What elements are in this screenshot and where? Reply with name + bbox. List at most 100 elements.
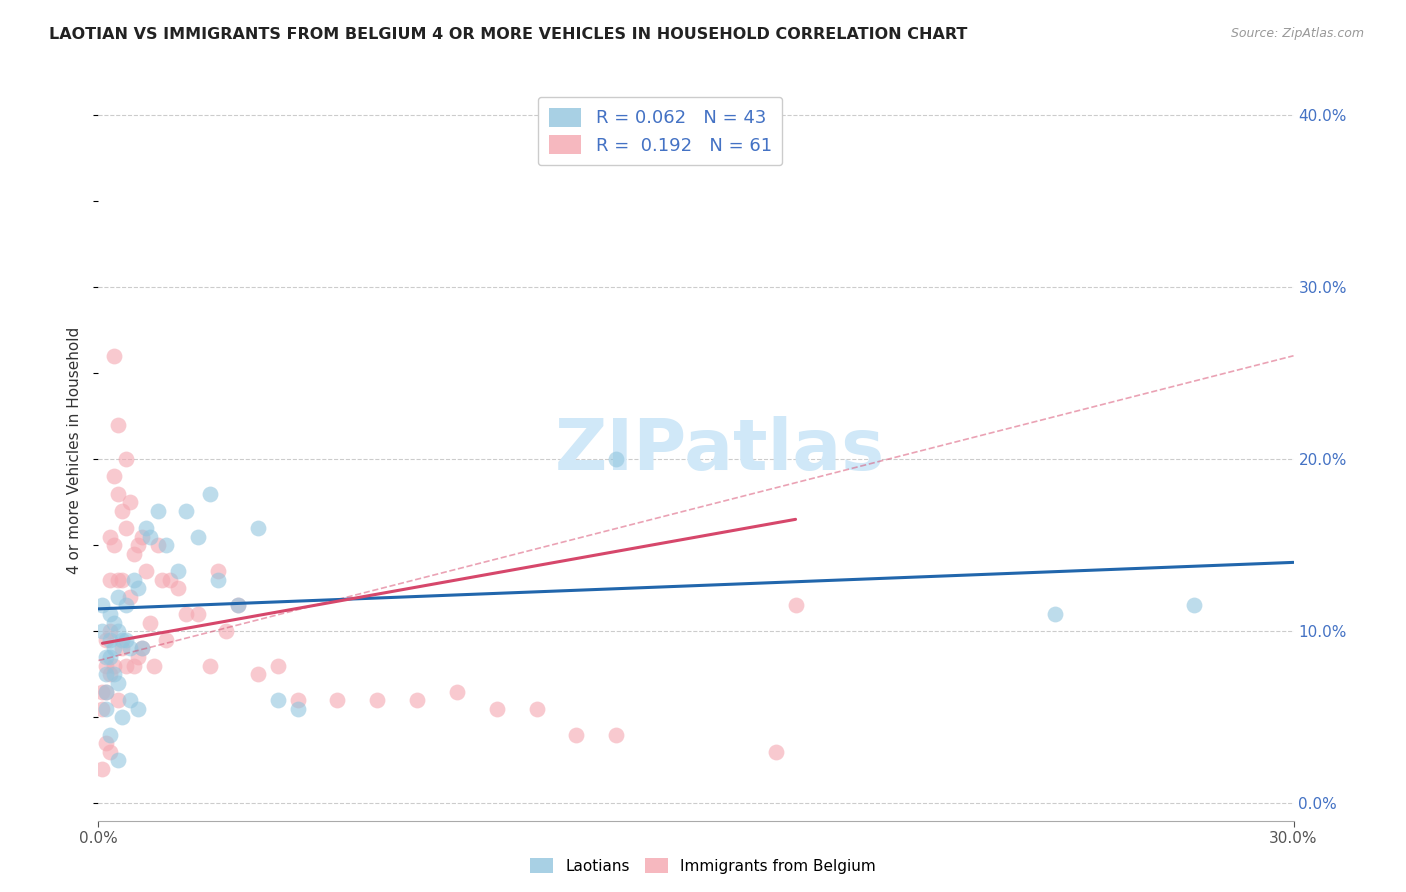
Point: [174, 607, 197, 621]
Point: [326, 693, 349, 707]
Point: [605, 727, 627, 741]
Legend: Laotians, Immigrants from Belgium: Laotians, Immigrants from Belgium: [524, 852, 882, 880]
Point: [115, 632, 138, 647]
Point: [115, 521, 138, 535]
Point: [107, 753, 129, 767]
Point: [98, 650, 122, 665]
Point: [565, 727, 588, 741]
Point: [155, 632, 177, 647]
Point: [111, 641, 134, 656]
Point: [167, 581, 190, 595]
Point: [107, 417, 129, 432]
Point: [785, 599, 807, 613]
Point: [485, 702, 508, 716]
Point: [98, 624, 122, 639]
Point: [246, 667, 269, 681]
Point: [148, 504, 170, 518]
Point: [131, 641, 153, 656]
Point: [226, 599, 249, 613]
Point: [135, 521, 157, 535]
Point: [120, 693, 142, 707]
Point: [765, 745, 787, 759]
Point: [98, 727, 122, 741]
Point: [287, 702, 309, 716]
Point: [96, 667, 118, 681]
Point: [207, 564, 229, 578]
Point: [96, 658, 118, 673]
Point: [96, 736, 118, 750]
Point: [107, 693, 129, 707]
Point: [131, 530, 153, 544]
Point: [124, 547, 146, 561]
Legend: R = 0.062   N = 43, R =  0.192   N = 61: R = 0.062 N = 43, R = 0.192 N = 61: [537, 96, 783, 165]
Point: [267, 693, 290, 707]
Point: [124, 573, 146, 587]
Point: [98, 667, 122, 681]
Point: [103, 349, 125, 363]
Point: [103, 469, 125, 483]
Point: [91, 599, 114, 613]
Point: [446, 684, 468, 698]
Point: [159, 573, 181, 587]
Point: [267, 658, 290, 673]
Point: [98, 745, 122, 759]
Point: [198, 658, 221, 673]
Point: [139, 615, 162, 630]
Point: [207, 573, 229, 587]
Point: [111, 632, 134, 647]
Point: [98, 632, 122, 647]
Y-axis label: 4 or more Vehicles in Household: 4 or more Vehicles in Household: [67, 326, 83, 574]
Point: [98, 573, 122, 587]
Point: [187, 607, 209, 621]
Point: [605, 452, 627, 467]
Point: [107, 624, 129, 639]
Point: [366, 693, 388, 707]
Point: [167, 564, 190, 578]
Point: [115, 452, 138, 467]
Point: [91, 624, 114, 639]
Point: [98, 530, 122, 544]
Point: [103, 615, 125, 630]
Point: [96, 702, 118, 716]
Point: [111, 573, 134, 587]
Point: [115, 599, 138, 613]
Point: [215, 624, 238, 639]
Point: [127, 650, 149, 665]
Point: [103, 658, 125, 673]
Point: [526, 702, 548, 716]
Point: [91, 684, 114, 698]
Point: [107, 676, 129, 690]
Point: [103, 538, 125, 552]
Point: [187, 530, 209, 544]
Point: [103, 641, 125, 656]
Point: [226, 599, 249, 613]
Point: [107, 573, 129, 587]
Point: [98, 607, 122, 621]
Point: [155, 538, 177, 552]
Point: [127, 702, 149, 716]
Point: [96, 684, 118, 698]
Point: [120, 495, 142, 509]
Point: [107, 590, 129, 604]
Point: [91, 762, 114, 776]
Point: [96, 684, 118, 698]
Point: [96, 650, 118, 665]
Point: [127, 538, 149, 552]
Point: [107, 486, 129, 500]
Point: [246, 521, 269, 535]
Point: [287, 693, 309, 707]
Point: [111, 710, 134, 724]
Point: [124, 658, 146, 673]
Point: [120, 641, 142, 656]
Point: [174, 504, 197, 518]
Text: Source: ZipAtlas.com: Source: ZipAtlas.com: [1230, 27, 1364, 40]
Point: [91, 702, 114, 716]
Point: [148, 538, 170, 552]
Point: [143, 658, 166, 673]
Point: [96, 632, 118, 647]
Text: ZIPatlas: ZIPatlas: [555, 416, 884, 485]
Point: [139, 530, 162, 544]
Point: [103, 667, 125, 681]
Point: [150, 573, 173, 587]
Text: LAOTIAN VS IMMIGRANTS FROM BELGIUM 4 OR MORE VEHICLES IN HOUSEHOLD CORRELATION C: LAOTIAN VS IMMIGRANTS FROM BELGIUM 4 OR …: [49, 27, 967, 42]
